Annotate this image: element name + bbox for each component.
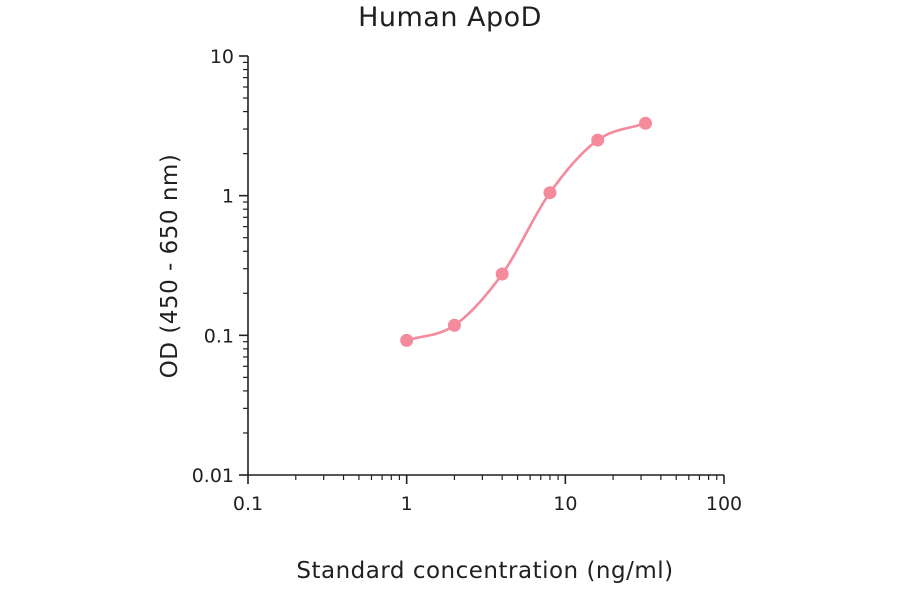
- x-tick-label: 10: [553, 493, 577, 515]
- chart-title: Human ApoD: [358, 2, 542, 33]
- data-point: [591, 133, 605, 147]
- y-axis-label: OD (450 - 650 nm): [157, 153, 183, 379]
- y-tick-label: 10: [210, 46, 234, 68]
- y-tick-label: 0.1: [204, 325, 234, 347]
- y-tick-label: 0.01: [192, 465, 234, 487]
- data-point: [638, 116, 652, 130]
- x-tick-label: 100: [706, 493, 742, 515]
- data-point: [495, 267, 509, 281]
- x-axis-label: Standard concentration (ng/ml): [296, 558, 674, 584]
- x-tick-label: 0.1: [233, 493, 263, 515]
- y-tick-label: 1: [222, 186, 234, 208]
- data-point: [543, 186, 557, 200]
- data-point: [400, 333, 414, 347]
- x-tick-label: 1: [401, 493, 413, 515]
- data-point: [447, 318, 461, 332]
- series-curve: [406, 122, 646, 342]
